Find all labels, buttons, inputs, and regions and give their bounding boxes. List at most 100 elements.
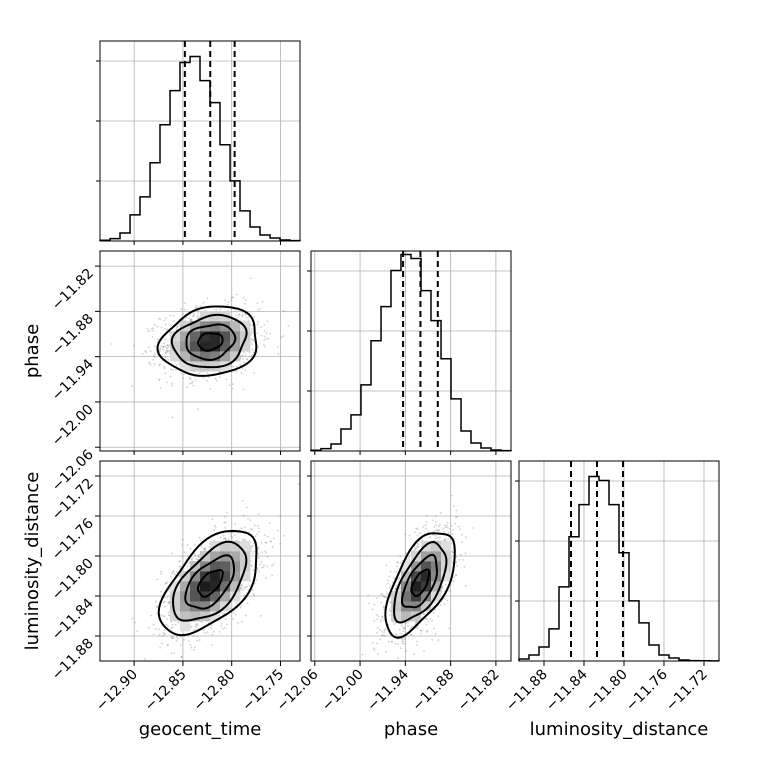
density-cell bbox=[401, 561, 412, 572]
sample-point bbox=[250, 328, 253, 331]
sample-point bbox=[192, 384, 195, 387]
sample-point bbox=[446, 522, 449, 524]
sample-point bbox=[444, 583, 447, 586]
sample-point bbox=[224, 515, 226, 518]
sample-point bbox=[408, 558, 410, 561]
sample-point bbox=[416, 626, 419, 629]
sample-point bbox=[280, 336, 283, 339]
sample-point bbox=[171, 572, 173, 575]
sample-point bbox=[241, 538, 244, 541]
sample-point bbox=[401, 624, 403, 627]
sample-point bbox=[381, 616, 384, 619]
density-cell bbox=[401, 571, 412, 582]
sample-point bbox=[211, 643, 214, 646]
sample-point bbox=[162, 632, 165, 634]
sample-point bbox=[457, 525, 460, 528]
sample-point bbox=[376, 626, 379, 629]
sample-point bbox=[165, 349, 168, 351]
sample-point bbox=[443, 531, 446, 533]
sample-point bbox=[252, 541, 255, 544]
sample-point bbox=[164, 338, 167, 341]
sample-point bbox=[287, 324, 290, 327]
sample-point bbox=[192, 628, 195, 631]
sample-point bbox=[189, 378, 192, 380]
sample-point bbox=[448, 627, 451, 630]
sample-point bbox=[147, 346, 150, 349]
sample-point bbox=[264, 541, 267, 544]
sample-point bbox=[147, 626, 150, 629]
sample-point bbox=[156, 612, 159, 615]
density-cell bbox=[180, 611, 191, 622]
x-tick-label-phase: −11.94 bbox=[364, 666, 412, 714]
sample-point bbox=[179, 644, 182, 647]
sample-point bbox=[250, 355, 253, 358]
sample-point bbox=[434, 601, 436, 604]
sample-point bbox=[141, 352, 144, 355]
sample-point bbox=[256, 323, 259, 326]
sample-point bbox=[197, 556, 200, 558]
sample-point bbox=[131, 617, 133, 620]
sample-point bbox=[149, 363, 152, 366]
sample-point bbox=[218, 371, 221, 373]
density-cell bbox=[220, 591, 231, 602]
sample-point bbox=[214, 526, 217, 529]
sample-point bbox=[166, 381, 169, 384]
x-tick-label-luminosity_distance: −11.76 bbox=[623, 666, 671, 714]
sample-point bbox=[241, 354, 244, 357]
sample-point bbox=[257, 346, 260, 348]
sample-point bbox=[396, 643, 399, 646]
sample-point bbox=[250, 564, 253, 567]
sample-point bbox=[177, 560, 180, 563]
density-cell bbox=[401, 591, 412, 602]
sample-point bbox=[423, 612, 425, 615]
density-cell bbox=[230, 591, 241, 602]
sample-point bbox=[241, 499, 244, 502]
sample-point bbox=[433, 526, 436, 528]
sample-point bbox=[166, 344, 169, 347]
sample-point bbox=[376, 618, 379, 621]
sample-point bbox=[234, 614, 237, 616]
sample-point bbox=[182, 377, 185, 380]
sample-point bbox=[154, 356, 156, 358]
sample-point bbox=[445, 524, 448, 527]
sample-point bbox=[253, 524, 256, 527]
sample-point bbox=[265, 576, 267, 579]
sample-point bbox=[256, 302, 259, 305]
sample-point bbox=[434, 608, 437, 611]
sample-point bbox=[243, 538, 245, 541]
density-cell bbox=[391, 611, 402, 622]
sample-point bbox=[242, 589, 244, 591]
sample-point bbox=[256, 525, 259, 527]
sample-point bbox=[438, 528, 440, 531]
sample-point bbox=[253, 372, 256, 374]
sample-point bbox=[239, 606, 242, 609]
sample-point bbox=[240, 355, 242, 358]
sample-point bbox=[404, 552, 407, 555]
sample-point bbox=[415, 643, 418, 646]
sample-point bbox=[245, 585, 248, 588]
sample-point bbox=[162, 346, 165, 348]
sample-point bbox=[228, 531, 230, 534]
y-tick-label-phase: −12.00 bbox=[49, 401, 97, 449]
sample-point bbox=[172, 637, 175, 640]
sample-point bbox=[204, 309, 207, 312]
sample-point bbox=[211, 633, 214, 636]
density-cell bbox=[421, 551, 432, 562]
sample-point bbox=[266, 320, 269, 323]
sample-point bbox=[391, 581, 394, 584]
sample-point bbox=[232, 365, 235, 368]
sample-point bbox=[172, 368, 174, 371]
sample-point bbox=[233, 534, 236, 537]
sample-point bbox=[266, 555, 269, 558]
sample-point bbox=[397, 657, 400, 660]
sample-point bbox=[163, 367, 166, 370]
x-axis-label-phase: phase bbox=[384, 719, 438, 740]
sample-point bbox=[167, 359, 170, 361]
contour-level-1 bbox=[196, 569, 224, 598]
contour-level-1 bbox=[410, 568, 431, 598]
sample-point bbox=[241, 584, 243, 587]
sample-point bbox=[151, 327, 154, 330]
sample-point bbox=[147, 330, 150, 333]
sample-point bbox=[236, 365, 238, 368]
sample-point bbox=[200, 621, 203, 624]
